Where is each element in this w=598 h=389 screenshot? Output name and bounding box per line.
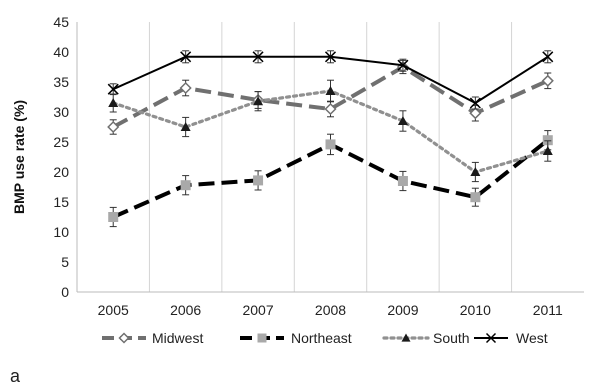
data-point-northeast-2010	[470, 192, 481, 203]
vertical-gridlines	[148, 22, 513, 292]
data-point-midwest-2005	[107, 120, 120, 134]
legend-item-midwest: Midwest	[102, 330, 203, 346]
y-tick-label-0: 0	[61, 284, 69, 300]
x-tick-label-2009: 2009	[387, 302, 418, 318]
y-tick-label-10: 10	[53, 224, 69, 240]
data-point-west-2006	[180, 51, 192, 63]
data-point-south-2011	[542, 146, 553, 155]
x-tick-label-2010: 2010	[460, 302, 491, 318]
legend: Midwest Northeast South West	[102, 330, 548, 346]
y-tick-label-35: 35	[53, 74, 69, 90]
data-point-midwest-2011	[541, 74, 554, 87]
legend-item-west: West	[474, 330, 548, 346]
data-point-west-2008-stroke-b	[324, 51, 337, 63]
data-point-northeast-2005	[108, 212, 119, 222]
data-point-northeast-2008	[325, 139, 336, 150]
data-point-west-2010	[469, 97, 481, 109]
x-tick-label-2011: 2011	[533, 302, 563, 318]
y-tick-label-5: 5	[61, 254, 69, 270]
y-axis: 0 5 10 15 20 25 30 35 40 45	[53, 14, 78, 300]
y-tick-label-45: 45	[53, 14, 69, 30]
data-point-west-2010-stroke-b	[469, 97, 481, 109]
legend-marker-west-stroke-b	[485, 332, 497, 344]
y-tick-label-25: 25	[53, 134, 69, 150]
legend-marker-northeast	[257, 333, 267, 343]
data-point-south-2007	[253, 96, 264, 106]
x-tick-label-2007: 2007	[242, 302, 273, 318]
x-tick-label-2008: 2008	[315, 302, 346, 318]
data-point-west-2005	[107, 83, 119, 95]
series-layer	[107, 50, 554, 228]
y-tick-label-30: 30	[53, 104, 69, 120]
series-northeast	[108, 130, 553, 228]
data-point-south-2008	[325, 86, 336, 95]
data-point-west-2008	[324, 51, 337, 63]
legend-label-midwest: Midwest	[152, 330, 203, 346]
data-point-south-2010	[470, 167, 481, 176]
data-point-west-2009	[397, 59, 409, 71]
x-tick-label-2006: 2006	[170, 302, 201, 318]
x-axis: 2005 2006 2007 2008 2009 2010 2011	[77, 291, 584, 318]
legend-marker-midwest	[118, 332, 130, 344]
legend-marker-west	[485, 332, 497, 344]
data-point-west-2006-stroke-b	[180, 51, 192, 63]
data-point-south-2009	[397, 116, 408, 125]
legend-label-south: South	[433, 330, 470, 346]
y-axis-label: BMP use rate (%)	[11, 100, 27, 214]
legend-label-northeast: Northeast	[291, 330, 352, 346]
data-point-midwest-2008	[324, 102, 337, 116]
y-tick-label-20: 20	[53, 164, 69, 180]
legend-label-west: West	[516, 330, 548, 346]
data-point-northeast-2009	[397, 176, 408, 186]
data-point-west-2009-stroke-b	[397, 59, 409, 71]
series-west	[107, 50, 554, 110]
data-point-midwest-2010	[469, 107, 482, 120]
data-point-northeast-2006	[180, 180, 191, 191]
data-point-south-2006	[180, 122, 191, 131]
legend-item-south: South	[382, 330, 470, 346]
data-point-west-2011-stroke-b	[542, 51, 554, 63]
legend-marker-south	[401, 333, 411, 342]
data-point-midwest-2006	[179, 81, 192, 95]
data-point-west-2007-stroke-b	[252, 51, 264, 63]
panel-label: a	[10, 366, 21, 386]
data-point-northeast-2007	[253, 175, 264, 186]
data-point-west-2005-stroke-b	[107, 83, 119, 95]
data-point-south-2005	[108, 98, 119, 107]
series-south	[108, 79, 553, 183]
y-tick-label-40: 40	[53, 44, 69, 60]
legend-item-northeast: Northeast	[240, 330, 352, 346]
x-tick-label-2005: 2005	[98, 302, 129, 318]
data-point-west-2007	[252, 51, 264, 63]
data-point-west-2011	[542, 51, 554, 63]
data-point-northeast-2011	[542, 135, 553, 146]
y-tick-label-15: 15	[53, 194, 69, 210]
